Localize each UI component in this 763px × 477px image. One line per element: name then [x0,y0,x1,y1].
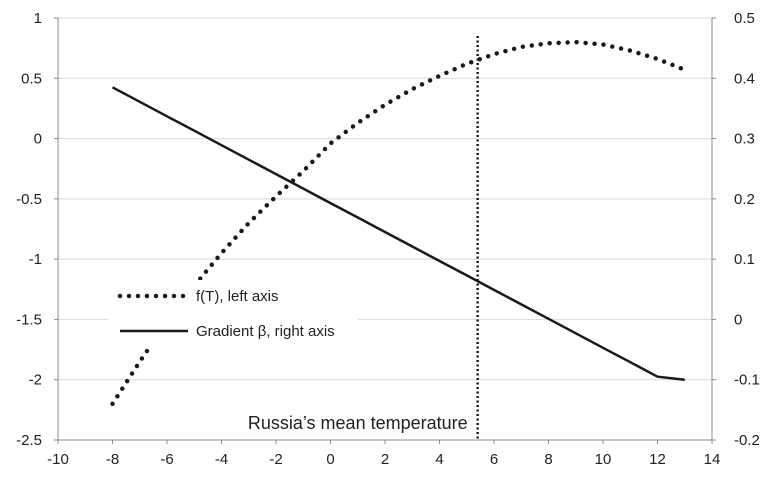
x-tick-label: 0 [326,451,334,468]
x-tick-label: 14 [704,451,721,468]
left-tick-label: -2.5 [16,432,42,449]
x-tick-label: -8 [106,451,119,468]
left-axis-ticks: -2.5 -2 -1.5 -1 -0.5 0 0.5 1 [16,10,58,449]
left-tick-label: 1 [34,10,42,27]
legend-label-f-t: f(T), left axis [196,288,279,305]
x-tick-label: -6 [160,451,173,468]
left-tick-label: 0.5 [21,70,42,87]
gridlines [58,17,712,441]
right-axis-ticks: -0.2 -0.1 0 0.1 0.2 0.3 0.4 0.5 [712,10,760,449]
legend: f(T), left axis Gradient β, right axis [108,280,358,346]
left-tick-label: -1 [29,251,42,268]
x-tick-label: -10 [47,451,69,468]
x-tick-label: -2 [269,451,282,468]
left-tick-label: 0 [34,131,42,148]
right-tick-label: 0.1 [734,251,755,268]
x-tick-label: 12 [649,451,666,468]
x-tick-label: 10 [595,451,612,468]
left-tick-label: -0.5 [16,191,42,208]
right-tick-label: -0.1 [734,372,760,389]
right-tick-label: 0.2 [734,191,755,208]
series-gradient-beta-line [111,86,685,381]
right-tick-label: 0 [734,311,742,328]
x-tick-label: 4 [435,451,443,468]
legend-label-gradient: Gradient β, right axis [196,323,335,340]
series-group [110,39,688,407]
x-tick-label: 6 [490,451,498,468]
axes [57,18,713,441]
right-tick-label: 0.4 [734,70,755,87]
vertical-reference: Russia’s mean temperature [248,36,479,440]
series-f-t-line [110,39,688,407]
left-tick-label: -2 [29,372,42,389]
left-tick-label: -1.5 [16,311,42,328]
x-axis-ticks: -10 -8 -6 -4 -2 0 2 4 6 8 10 12 14 [47,440,720,468]
mean-temperature-label: Russia’s mean temperature [248,413,468,433]
right-tick-label: -0.2 [734,432,760,449]
legend-background [108,280,358,346]
x-tick-label: 2 [381,451,389,468]
x-tick-label: -4 [215,451,228,468]
right-tick-label: 0.3 [734,131,755,148]
right-tick-label: 0.5 [734,10,755,27]
x-tick-label: 8 [544,451,552,468]
